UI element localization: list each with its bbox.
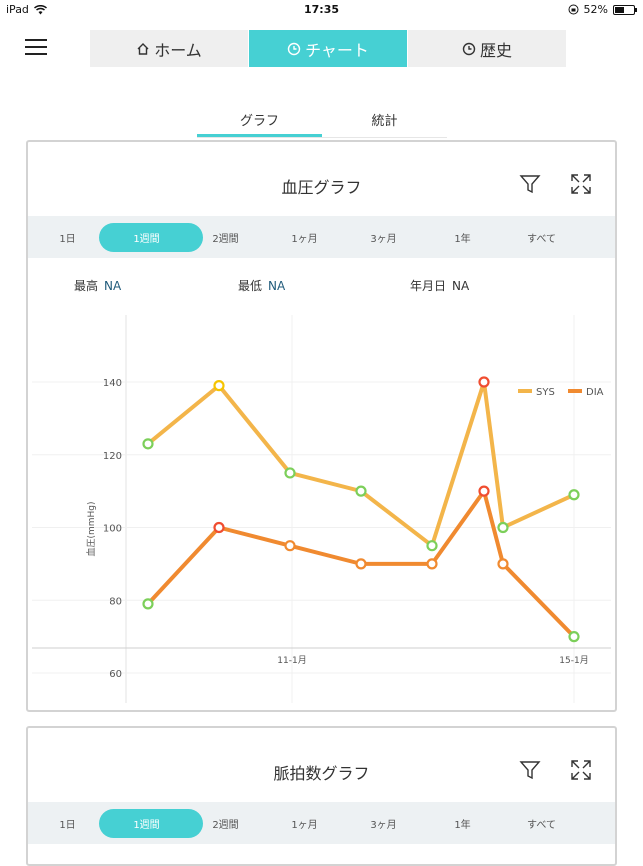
subtab-stats[interactable]: 統計	[371, 114, 398, 129]
data-point-dia	[478, 485, 490, 497]
bp-line-chart: 60 80 100 120 140 11-1月 15-1月 血圧(mmHg) SYS DIA	[32, 315, 611, 703]
pulse-graph-card: 脈拍数グラフ 1日 1週間 2週間 1ヶ月 3ヶ月 1年 すべて	[26, 726, 617, 866]
wifi-icon	[33, 4, 47, 14]
data-point-dia	[568, 631, 580, 643]
y-axis-label: 血圧(mmHg)	[85, 501, 97, 556]
y-tick-label: 140	[103, 378, 122, 389]
bp-range-selector: 1日 1週間 2週間 1ヶ月 3ヶ月 1年 すべて	[28, 216, 615, 258]
tab-chart[interactable]: チャート	[249, 30, 408, 67]
data-point-dia	[213, 521, 225, 534]
y-tick-label: 120	[103, 451, 122, 462]
series-line-sys	[146, 380, 576, 548]
clock-icon	[462, 42, 476, 55]
home-icon	[137, 42, 149, 55]
range-1month[interactable]: 1ヶ月	[291, 819, 318, 831]
range-3months[interactable]: 3ヶ月	[370, 233, 397, 245]
y-tick-label: 60	[109, 669, 122, 680]
main-nav: ホーム チャート 歴史	[90, 30, 567, 67]
expand-icon[interactable]	[569, 758, 593, 782]
x-tick-label: 15-1月	[559, 655, 588, 666]
data-point-sys	[497, 521, 509, 534]
sub-tabs: グラフ 統計	[197, 108, 447, 138]
bp-graph-card: 血圧グラフ 1日 1週間 2週間 1ヶ月 3ヶ月 1年 すべて 最高 NA 最低 N…	[26, 140, 617, 712]
data-point-dia	[284, 540, 296, 552]
legend-label-sys: SYS	[536, 387, 555, 398]
range-1week[interactable]: 1週間	[99, 808, 203, 838]
bp-card-title: 血圧グラフ	[281, 178, 362, 197]
legend-swatch-dia	[568, 389, 582, 393]
data-point-dia	[426, 558, 438, 570]
series-line-dia	[146, 489, 576, 639]
battery-icon	[613, 4, 637, 15]
data-point-dia	[497, 558, 509, 570]
range-1month[interactable]: 1ヶ月	[291, 233, 318, 245]
data-point-sys	[213, 380, 225, 392]
data-point-sys	[426, 540, 438, 552]
x-tick-label: 11-1月	[277, 655, 306, 666]
range-1day[interactable]: 1日	[59, 233, 76, 245]
expand-icon[interactable]	[569, 172, 593, 196]
range-all[interactable]: すべて	[527, 233, 556, 245]
status-bar: iPad 17:35 52%	[0, 0, 643, 20]
orientation-lock-icon	[568, 4, 579, 15]
stat-min: 最低 NA	[238, 279, 286, 293]
stat-max: 最高 NA	[74, 279, 122, 293]
legend-swatch-sys	[518, 389, 532, 393]
range-1week[interactable]: 1週間	[99, 222, 203, 252]
range-2weeks[interactable]: 2週間	[212, 819, 239, 831]
tab-home[interactable]: ホーム	[90, 30, 249, 67]
battery-percent: 52%	[583, 3, 608, 16]
range-1year[interactable]: 1年	[454, 233, 471, 245]
tab-history-label: 歴史	[479, 40, 512, 60]
legend-label-dia: DIA	[586, 387, 604, 398]
data-point-dia	[142, 598, 154, 610]
data-point-sys	[478, 376, 490, 388]
range-all[interactable]: すべて	[527, 819, 556, 831]
filter-icon[interactable]	[518, 758, 542, 782]
tab-chart-label: チャート	[305, 40, 369, 60]
device-name: iPad	[6, 3, 29, 16]
range-3months[interactable]: 3ヶ月	[370, 819, 397, 831]
tab-history[interactable]: 歴史	[408, 30, 567, 67]
data-point-sys	[355, 485, 367, 497]
status-time: 17:35	[303, 3, 339, 16]
tab-home-label: ホーム	[154, 40, 202, 60]
filter-icon[interactable]	[518, 172, 542, 196]
range-1day[interactable]: 1日	[59, 819, 76, 831]
pulse-range-selector: 1日 1週間 2週間 1ヶ月 3ヶ月 1年 すべて	[28, 802, 615, 844]
range-2weeks[interactable]: 2週間	[212, 233, 239, 245]
pulse-card-title: 脈拍数グラフ	[273, 764, 370, 783]
clock-icon	[287, 42, 301, 55]
subtab-graph[interactable]: グラフ	[197, 108, 322, 137]
stat-date: 年月日 NA	[410, 279, 470, 293]
range-1year[interactable]: 1年	[454, 819, 471, 831]
data-point-sys	[284, 467, 296, 479]
data-point-sys	[142, 438, 154, 450]
hamburger-menu-icon[interactable]	[25, 39, 47, 55]
data-point-dia	[355, 558, 367, 570]
data-point-sys	[568, 489, 580, 501]
y-tick-label: 80	[109, 596, 122, 607]
y-tick-label: 100	[103, 524, 122, 535]
